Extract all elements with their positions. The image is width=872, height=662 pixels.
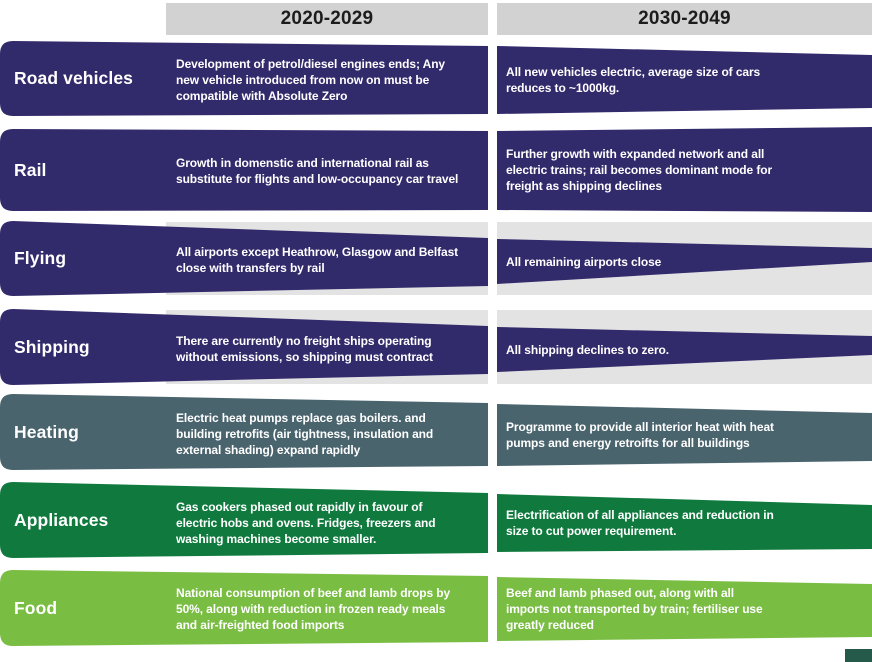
header-period-2: 2030-2049 (497, 3, 872, 35)
road-vehicles-period2-text: All new vehicles electric, average size … (506, 65, 761, 95)
flying-period1-text: All airports except Heathrow, Glasgow an… (176, 245, 459, 275)
shipping-period2-text: All shipping declines to zero. (506, 342, 670, 357)
appliances-period1-text: Gas cookers phased out rapidly in favour… (176, 499, 436, 546)
row-food-shape-right (497, 577, 872, 641)
food-period2-text: Beef and lamb phased out, along with all… (506, 586, 763, 632)
row-flying-shape-right (497, 239, 872, 284)
row-appliances-shape-left (0, 482, 488, 558)
row-label-heating: Heating (14, 421, 79, 442)
flying-period2-text: All remaining airports close (506, 254, 662, 269)
row-shipping-shape-right (497, 327, 872, 372)
shipping-period1-text: There are currently no freight ships ope… (176, 333, 433, 364)
row-label-road-vehicles: Road vehicles (14, 68, 133, 88)
food-period1-text: National consumption of beef and lamb dr… (176, 585, 451, 632)
heating-period2-text: Programme to provide all interior heat w… (506, 420, 774, 450)
row-appliances-shape-right (497, 494, 872, 552)
rail-period1-text: Growth in domenstic and international ra… (176, 155, 459, 186)
row-label-food: Food (14, 597, 58, 618)
column-divider (488, 38, 497, 662)
row-shipping-shape-left (0, 309, 488, 385)
row-flying-shape-left (0, 221, 488, 296)
row-label-flying: Flying (14, 248, 67, 268)
header-period-1: 2020-2029 (166, 3, 488, 35)
row-heating-shape-left (0, 394, 488, 470)
row-label-appliances: Appliances (14, 509, 109, 530)
row-label-rail: Rail (14, 159, 47, 180)
appliances-period2-text: Electrification of all appliances and re… (506, 508, 774, 538)
heating-period1-text: Electric heat pumps replace gas boilers.… (176, 411, 434, 457)
row-road-vehicles-shape-left (0, 41, 488, 116)
road-vehicles-period1-text: Development of petrol/diesel engines end… (176, 57, 446, 103)
rail-period2-text: Further growth with expanded network and… (506, 147, 773, 193)
row-food-shape-left (0, 570, 488, 646)
row-rail-shape-left (0, 129, 488, 211)
header-period-1-label: 2020-2029 (280, 8, 374, 29)
row-road-vehicles-shape-right (497, 46, 872, 114)
header-period-2-label: 2030-2049 (638, 8, 731, 29)
row-heating-shape-right (497, 404, 872, 466)
row-rail-shape-right (497, 127, 872, 212)
corner-artifact (845, 649, 872, 662)
row-label-shipping: Shipping (14, 336, 90, 357)
